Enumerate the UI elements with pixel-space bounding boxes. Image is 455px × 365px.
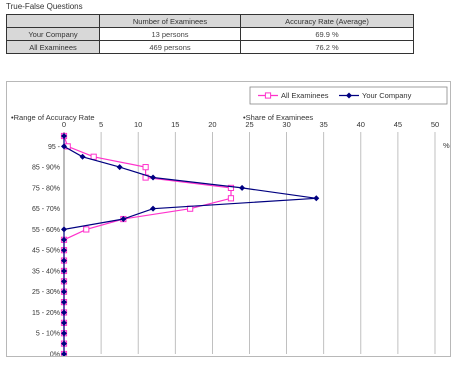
data-point [313, 195, 320, 202]
legend-marker [346, 92, 352, 99]
x-tick-label: 50 [431, 120, 439, 129]
y-tick-label: 15 - 20% [32, 310, 60, 317]
table-row: Your Company 13 persons 69.9 % [6, 27, 414, 41]
data-point [61, 340, 67, 347]
x-tick-label: 35 [320, 120, 328, 129]
legend: All Examinees Your Company [249, 86, 448, 105]
x-tick-label: 45 [394, 120, 402, 129]
series-layer [60, 132, 320, 358]
accuracy-cell: 76.2 % [240, 40, 414, 54]
y-tick-label: 35 - 40% [32, 268, 60, 275]
table-header-row: Number of Examinees Accuracy Rate (Avera… [6, 14, 414, 28]
data-point [61, 319, 67, 326]
x-tick-label: 0 [62, 120, 66, 129]
x-tick-label: 5 [99, 120, 103, 129]
data-point [61, 133, 67, 139]
table-row: All Examinees 469 persons 76.2 % [6, 40, 414, 54]
y-tick-label: 95 - [48, 144, 61, 151]
data-point [61, 288, 67, 295]
x-tick-label: 15 [171, 120, 179, 129]
data-point [61, 143, 67, 150]
x-tick-label: 25 [245, 120, 253, 129]
legend-item: All Examinees [258, 91, 329, 100]
y-tick-label: 55 - 60% [32, 227, 60, 234]
top-axis-title: •Share of Examinees [243, 113, 313, 122]
data-point [61, 309, 67, 316]
series-all-examinees [60, 132, 235, 358]
data-point [83, 226, 90, 233]
table-header-blank [6, 14, 100, 28]
section-heading: True-False Questions [6, 2, 83, 11]
data-point [61, 278, 67, 285]
examinees-cell: 469 persons [99, 40, 241, 54]
x-tick-label: 10 [134, 120, 142, 129]
series-your-company [61, 133, 320, 357]
grid [63, 132, 436, 354]
share-chart: All Examinees Your Company •Range of Accu… [11, 86, 450, 359]
table-header-accuracy: Accuracy Rate (Average) [240, 14, 414, 28]
y-tick-label: 75 - 80% [32, 185, 60, 192]
data-point [227, 195, 235, 202]
y-tick-label: 25 - 30% [32, 289, 60, 296]
x-ticks: 0 5 10 15 20 25 30 35 40 45 50 [62, 120, 439, 129]
series-line [63, 136, 317, 354]
top-axis-unit: % [443, 141, 450, 150]
data-point [227, 184, 235, 192]
data-point [61, 226, 67, 233]
row-label: Your Company [6, 27, 100, 41]
data-point [150, 205, 157, 212]
accuracy-cell: 69.9 % [240, 27, 414, 41]
y-tick-label: 85 - 90% [32, 165, 60, 172]
row-label: All Examinees [6, 40, 100, 54]
y-tick-label: 65 - 70% [32, 206, 60, 213]
summary-table: Number of Examinees Accuracy Rate (Avera… [6, 14, 414, 54]
data-point [239, 184, 246, 191]
x-tick-label: 40 [357, 120, 365, 129]
y-tick-label: 5 - 10% [36, 331, 60, 338]
data-point [61, 330, 67, 337]
data-point [120, 216, 127, 223]
y-ticks: 95 - 85 - 90% 75 - 80% 65 - 70% 55 - 60% 45 -… [32, 144, 61, 359]
legend-item: Your Company [339, 91, 412, 100]
legend-label: Your Company [362, 91, 412, 100]
x-tick-label: 30 [282, 120, 290, 129]
x-tick-label: 20 [208, 120, 216, 129]
data-point [61, 299, 67, 306]
chart-frame: All Examinees Your Company •Range of Accu… [6, 81, 451, 359]
y-tick-label: 0% [50, 352, 60, 357]
data-point [61, 267, 67, 274]
data-point [90, 153, 97, 160]
examinees-cell: 13 persons [99, 27, 241, 41]
data-point [61, 257, 67, 264]
data-point [79, 153, 86, 160]
table-header-examinees: Number of Examinees [99, 14, 241, 28]
data-point [142, 164, 149, 171]
data-point [61, 247, 67, 254]
legend-label: All Examinees [281, 91, 329, 100]
left-axis-title: •Range of Accuracy Rate [11, 113, 95, 122]
y-tick-label: 45 - 50% [32, 248, 60, 255]
data-point [61, 236, 67, 243]
data-point [61, 351, 67, 357]
data-point [150, 174, 157, 181]
legend-marker [264, 92, 272, 99]
data-point [116, 164, 123, 171]
